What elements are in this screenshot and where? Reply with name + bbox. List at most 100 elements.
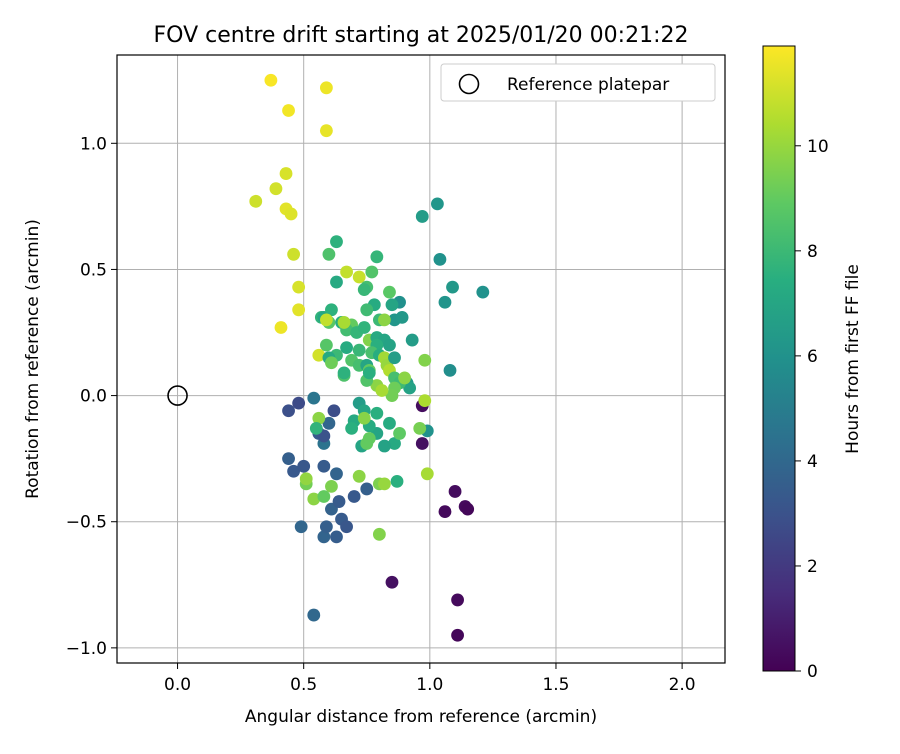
data-point <box>319 520 333 534</box>
data-point <box>282 404 295 418</box>
data-point <box>352 469 366 483</box>
y-tick-label: 1.0 <box>80 134 107 154</box>
data-point <box>312 348 326 362</box>
x-tick-label: 2.0 <box>669 675 696 695</box>
reference-point-marker <box>167 385 188 406</box>
data-point <box>413 421 427 435</box>
data-point <box>433 252 447 266</box>
legend-label: Reference platepar <box>507 75 669 95</box>
data-point <box>352 343 366 357</box>
y-tick-label: 0.0 <box>80 387 107 407</box>
data-point <box>319 313 333 327</box>
data-point <box>292 396 306 410</box>
data-point <box>385 575 399 589</box>
data-point <box>415 437 429 450</box>
data-point <box>418 394 432 408</box>
data-point <box>282 452 295 466</box>
data-point <box>461 502 475 516</box>
data-point <box>420 467 434 481</box>
data-point <box>327 404 341 418</box>
data-point <box>319 81 333 95</box>
data-point <box>370 406 384 420</box>
data-point <box>287 247 300 261</box>
data-point <box>317 459 331 473</box>
data-point <box>383 285 396 299</box>
data-point <box>307 492 321 506</box>
data-point <box>309 421 323 435</box>
data-point <box>274 321 288 334</box>
data-point <box>357 283 371 297</box>
data-point <box>375 384 389 397</box>
colorbar: 0 2 4 6 8 10 Hours from first FF file <box>762 45 863 682</box>
data-point <box>352 270 366 284</box>
legend-box <box>440 63 716 102</box>
data-point <box>292 303 306 317</box>
data-point <box>451 593 464 607</box>
data-point <box>279 167 293 180</box>
data-point <box>393 427 406 440</box>
x-tick-label: 0.0 <box>164 675 191 695</box>
data-point <box>340 341 353 355</box>
data-point <box>322 247 336 261</box>
plot-frame <box>116 54 726 664</box>
data-point <box>312 411 326 425</box>
data-point <box>415 210 429 223</box>
data-point <box>365 265 379 279</box>
data-point <box>264 73 278 87</box>
x-axis-label: Angular distance from reference (arcmin) <box>245 707 597 727</box>
data-point <box>269 182 283 196</box>
data-point <box>332 495 346 508</box>
data-point <box>322 416 336 430</box>
data-point <box>337 316 351 329</box>
colorbar-tick-label: 10 <box>807 137 829 157</box>
data-point <box>357 411 371 425</box>
data-point <box>443 363 457 377</box>
data-point <box>299 472 313 486</box>
data-point <box>325 480 338 493</box>
data-point <box>297 459 311 473</box>
data-point <box>438 505 452 519</box>
data-point <box>360 482 374 496</box>
data-point <box>330 467 343 481</box>
data-point <box>403 381 417 395</box>
data-point <box>388 437 401 450</box>
data-points <box>249 73 490 642</box>
data-point <box>330 275 343 289</box>
data-point <box>357 321 371 334</box>
data-point <box>360 303 374 317</box>
data-point <box>330 530 343 544</box>
data-point <box>451 628 464 642</box>
y-tick-label: −0.5 <box>66 513 107 533</box>
colorbar-ticks: 0 2 4 6 8 10 <box>795 137 829 682</box>
data-point <box>282 104 295 117</box>
colorbar-tick-label: 8 <box>807 242 818 262</box>
data-point <box>307 608 321 622</box>
data-point <box>383 338 396 352</box>
data-point <box>390 474 404 488</box>
data-point <box>446 280 459 294</box>
data-point <box>317 530 331 544</box>
y-axis-ticks: −1.0 −0.5 0.0 0.5 1.0 <box>66 134 117 659</box>
data-point <box>284 207 298 221</box>
data-point <box>418 353 432 367</box>
data-point <box>476 285 490 299</box>
legend-marker <box>458 73 480 95</box>
data-point <box>319 124 333 138</box>
x-tick-label: 0.5 <box>290 675 317 695</box>
data-point <box>378 439 391 453</box>
x-axis-ticks: 0.0 0.5 1.0 1.5 2.0 <box>164 663 696 695</box>
colorbar-gradient <box>762 45 796 672</box>
colorbar-tick-label: 6 <box>807 347 818 367</box>
data-point <box>362 366 376 380</box>
data-point <box>438 295 452 309</box>
colorbar-tick-label: 2 <box>807 557 818 577</box>
data-point <box>249 194 263 208</box>
data-point <box>294 520 308 534</box>
colorbar-tick-label: 4 <box>807 452 818 472</box>
data-point <box>347 490 361 503</box>
legend: Reference platepar <box>440 63 716 102</box>
data-point <box>340 265 353 279</box>
data-point <box>287 464 300 478</box>
